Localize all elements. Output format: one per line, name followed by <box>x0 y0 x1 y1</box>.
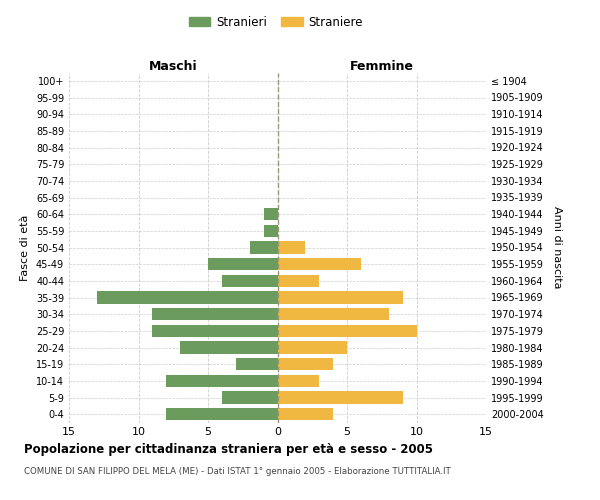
Bar <box>277 408 333 420</box>
Bar <box>277 324 416 337</box>
Bar <box>152 308 277 320</box>
Bar <box>277 291 403 304</box>
Bar <box>180 341 277 354</box>
Bar <box>208 258 277 270</box>
Bar <box>166 374 277 387</box>
Bar <box>277 358 333 370</box>
Bar <box>277 274 319 287</box>
Bar <box>250 242 277 254</box>
Bar <box>263 224 277 237</box>
Bar <box>277 242 305 254</box>
Text: COMUNE DI SAN FILIPPO DEL MELA (ME) - Dati ISTAT 1° gennaio 2005 - Elaborazione : COMUNE DI SAN FILIPPO DEL MELA (ME) - Da… <box>24 468 451 476</box>
Text: Femmine: Femmine <box>350 60 414 72</box>
Bar <box>277 391 403 404</box>
Bar <box>236 358 277 370</box>
Bar <box>97 291 277 304</box>
Bar <box>277 374 319 387</box>
Bar <box>277 341 347 354</box>
Y-axis label: Anni di nascita: Anni di nascita <box>552 206 562 288</box>
Text: Popolazione per cittadinanza straniera per età e sesso - 2005: Popolazione per cittadinanza straniera p… <box>24 442 433 456</box>
Bar <box>263 208 277 220</box>
Bar <box>277 308 389 320</box>
Bar <box>152 324 277 337</box>
Y-axis label: Fasce di età: Fasce di età <box>20 214 30 280</box>
Bar <box>222 391 277 404</box>
Legend: Stranieri, Straniere: Stranieri, Straniere <box>184 11 368 34</box>
Bar <box>277 258 361 270</box>
Bar <box>166 408 277 420</box>
Text: Maschi: Maschi <box>149 60 197 72</box>
Bar <box>222 274 277 287</box>
